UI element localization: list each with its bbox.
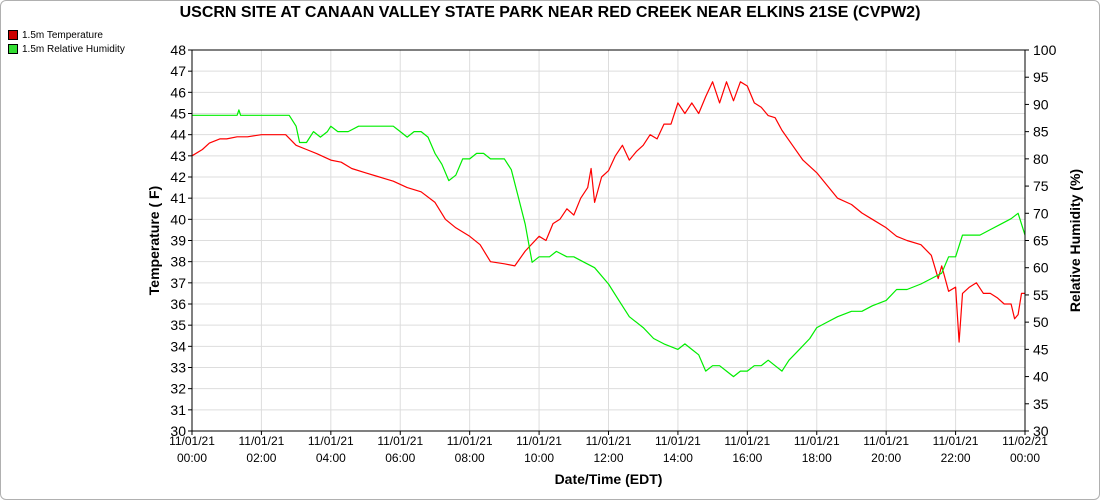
grid [191,49,1026,432]
x-tick-date: 11/01/21 [516,434,562,448]
y-tick-label: 39 [170,233,186,249]
y-tick-label: 45 [170,106,186,122]
x-tick-date: 11/01/21 [794,434,840,448]
y-tick-label: 38 [170,254,186,270]
y-axis-title: Temperature ( F) [146,186,162,295]
x-tick-date: 11/01/21 [169,434,215,448]
y-tick-label: 36 [170,296,186,312]
x-tick-time: 08:00 [455,451,485,465]
x-tick-time: 22:00 [941,451,971,465]
x-tick-time: 00:00 [177,451,207,465]
x-tick-time: 14:00 [663,451,693,465]
y-tick-label: 31 [170,402,186,418]
humidity-series-line [192,109,1026,378]
x-tick-time: 06:00 [385,451,415,465]
y2-tick-label: 85 [1033,124,1049,140]
x-tick-time: 20:00 [871,451,901,465]
y2-tick-label: 95 [1033,69,1049,85]
y2-tick-label: 35 [1033,396,1049,412]
chart-title: USCRN SITE AT CANAAN VALLEY STATE PARK N… [179,4,921,21]
y2-tick-label: 70 [1033,205,1049,221]
y-tick-label: 35 [170,317,186,333]
x-tick-time: 12:00 [593,451,623,465]
x-tick-date: 11/01/21 [447,434,493,448]
y2-axis-ticks: 30 35 40 45 50 55 60 65 70 75 80 85 90 95 100 [1025,42,1057,439]
x-tick-date: 11/01/21 [724,434,770,448]
x-tick-date: 11/01/21 [863,434,909,448]
y-tick-label: 44 [170,127,186,143]
y-tick-label: 47 [170,63,186,79]
y2-tick-label: 40 [1033,369,1049,385]
y-tick-label: 33 [170,360,186,376]
x-tick-time: 16:00 [732,451,762,465]
temperature-series-line [191,81,1025,343]
x-tick-time: 04:00 [316,451,346,465]
y-tick-label: 40 [170,211,186,227]
x-tick-time: 02:00 [246,451,276,465]
x-tick-date: 11/01/21 [586,434,632,448]
y2-tick-label: 100 [1033,42,1057,58]
y2-tick-label: 55 [1033,287,1049,303]
y2-tick-label: 75 [1033,178,1049,194]
y-tick-label: 46 [170,84,186,100]
y-tick-label: 34 [170,338,186,354]
legend-swatch-humidity [8,44,18,54]
y2-tick-label: 45 [1033,341,1049,357]
y2-tick-label: 60 [1033,260,1049,276]
legend-label-temperature: 1.5m Temperature [22,29,103,41]
y2-tick-label: 80 [1033,151,1049,167]
x-tick-date: 11/01/21 [933,434,979,448]
y2-tick-label: 50 [1033,314,1049,330]
x-tick-time: 10:00 [524,451,554,465]
y-tick-label: 43 [170,148,186,164]
x-tick-date: 11/01/21 [308,434,354,448]
x-axis-ticks: 11/01/21 00:00 11/01/21 02:00 11/01/21 04:00 1… [169,431,1048,465]
y2-tick-label: 65 [1033,233,1049,249]
y-tick-label: 42 [170,169,186,185]
series-layer [191,81,1026,378]
y-tick-label: 37 [170,275,186,291]
y-tick-label: 30 [170,423,186,439]
x-tick-date: 11/01/21 [655,434,701,448]
legend-label-humidity: 1.5m Relative Humidity [22,43,125,55]
legend: 1.5m Temperature 1.5m Relative Humidity [8,28,125,56]
y2-axis-title: Relative Humidity (%) [1067,169,1083,312]
x-tick-date: 11/01/21 [239,434,285,448]
x-axis-title: Date/Time (EDT) [555,471,663,487]
legend-swatch-temperature [8,30,18,40]
y-tick-label: 48 [170,42,186,58]
x-tick-time: 18:00 [802,451,832,465]
x-tick-time: 00:00 [1010,451,1040,465]
y2-tick-label: 90 [1033,96,1049,112]
y2-tick-label: 30 [1033,423,1049,439]
y-axis-ticks: 30 31 32 33 34 35 36 37 38 39 40 41 42 43 44 45 46 47 48 [170,42,192,439]
x-tick-date: 11/01/21 [377,434,423,448]
y-tick-label: 32 [170,381,186,397]
legend-item-temperature: 1.5m Temperature [8,28,125,42]
legend-item-humidity: 1.5m Relative Humidity [8,42,125,56]
x-tick-date: 11/02/21 [1002,434,1048,448]
y-tick-label: 41 [170,190,186,206]
